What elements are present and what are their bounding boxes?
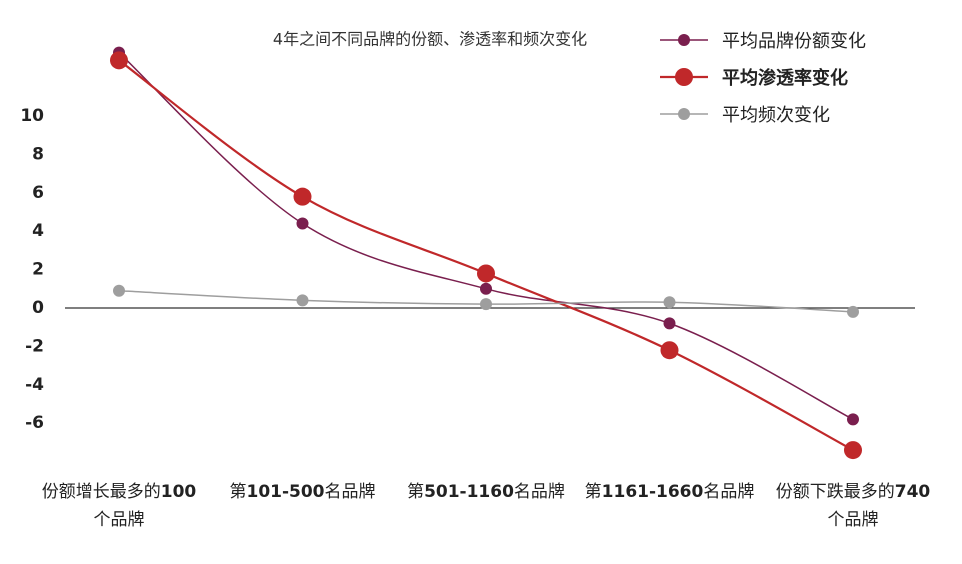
legend-marker: [675, 68, 693, 86]
data-point: [847, 413, 859, 426]
legend-label: 平均频次变化: [722, 105, 830, 126]
y-tick-label: 0: [32, 298, 44, 318]
data-point: [844, 441, 862, 460]
legend-marker: [678, 34, 690, 46]
legend-marker: [678, 108, 690, 120]
data-point: [293, 187, 312, 206]
y-tick-label: -2: [25, 336, 44, 356]
chart-title: 4年之间不同品牌的份额、渗透率和频次变化: [273, 30, 587, 49]
x-tick-label: 份额增长最多的100个品牌: [41, 482, 197, 530]
y-tick-label: 4: [32, 221, 44, 241]
data-point: [660, 341, 679, 360]
data-point: [113, 284, 125, 297]
data-point: [110, 51, 128, 70]
y-tick-label: -4: [25, 375, 44, 395]
y-tick-label: 6: [32, 183, 44, 203]
y-tick-label: -6: [25, 413, 44, 433]
legend-label: 平均渗透率变化: [722, 67, 848, 89]
data-point: [480, 298, 492, 311]
x-tick-label: 第501-1160名品牌: [407, 482, 565, 502]
data-point: [663, 317, 676, 330]
data-point: [480, 282, 492, 295]
x-tick-label: 份额下跌最多的740个品牌: [775, 482, 931, 530]
y-tick-label: 2: [32, 260, 44, 280]
data-point: [296, 217, 309, 230]
x-tick-label: 第1161-1660名品牌: [584, 482, 755, 502]
x-tick-label: 第101-500名品牌: [229, 482, 376, 502]
data-point: [477, 264, 495, 283]
data-point: [296, 294, 309, 307]
data-point: [847, 305, 859, 318]
legend-label: 平均品牌份额变化: [722, 31, 866, 52]
y-tick-label: 10: [20, 106, 44, 126]
y-tick-label: 8: [32, 144, 44, 164]
data-point: [663, 296, 676, 309]
